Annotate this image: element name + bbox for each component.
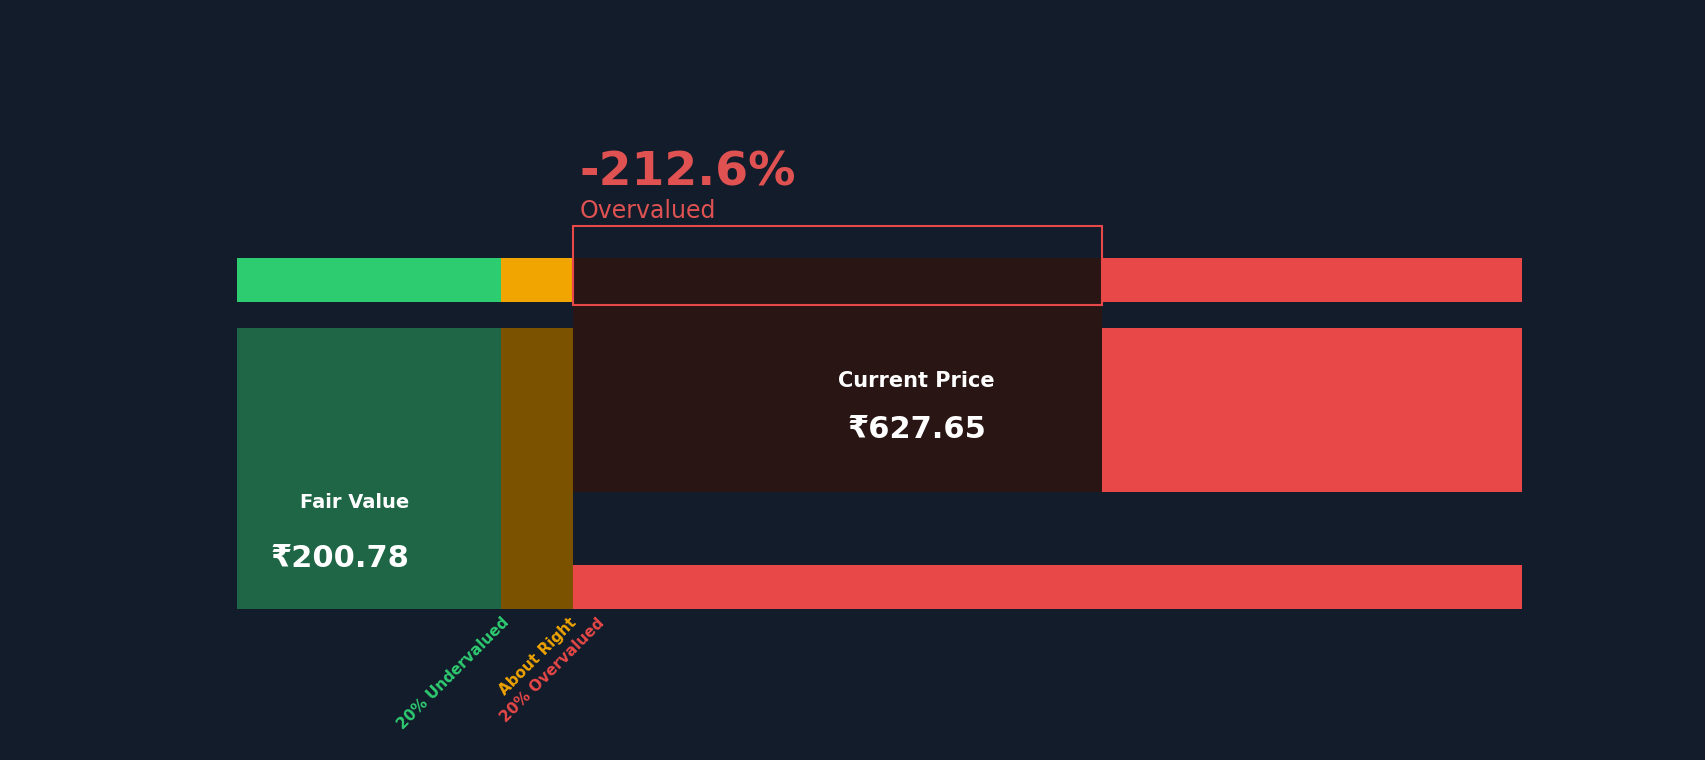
Bar bbox=[573, 565, 1521, 609]
Text: ₹200.78: ₹200.78 bbox=[269, 544, 409, 573]
Text: ₹627.65: ₹627.65 bbox=[847, 415, 985, 445]
Bar bbox=[501, 328, 573, 609]
Bar bbox=[237, 328, 501, 609]
Bar bbox=[573, 328, 1101, 492]
Bar bbox=[237, 565, 501, 609]
Bar bbox=[237, 258, 501, 302]
Bar bbox=[573, 226, 1101, 305]
Bar bbox=[501, 565, 573, 609]
Bar bbox=[573, 258, 1521, 302]
Bar bbox=[573, 328, 1521, 492]
Text: 20% Undervalued: 20% Undervalued bbox=[394, 615, 512, 733]
Text: About Right: About Right bbox=[496, 615, 580, 698]
Bar bbox=[237, 328, 501, 492]
Text: Current Price: Current Price bbox=[837, 371, 994, 391]
Text: 20% Overvalued: 20% Overvalued bbox=[498, 615, 607, 725]
Bar bbox=[573, 258, 1101, 328]
Text: Overvalued: Overvalued bbox=[580, 199, 716, 223]
Text: -212.6%: -212.6% bbox=[580, 150, 796, 195]
Text: Fair Value: Fair Value bbox=[300, 493, 409, 512]
Bar bbox=[501, 328, 573, 492]
Bar bbox=[501, 258, 573, 302]
